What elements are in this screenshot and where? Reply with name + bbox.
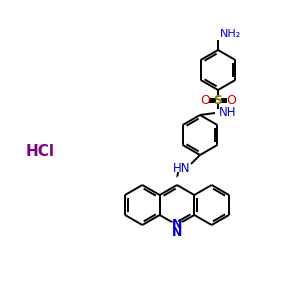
Text: N: N (172, 226, 182, 239)
Text: NH: NH (219, 106, 236, 119)
Text: S: S (214, 94, 223, 106)
Text: HN: HN (173, 161, 191, 175)
Text: O: O (226, 94, 236, 106)
Text: N: N (172, 218, 182, 232)
Text: NH₂: NH₂ (220, 29, 241, 39)
Text: HCl: HCl (26, 145, 55, 160)
Text: O: O (200, 94, 210, 106)
